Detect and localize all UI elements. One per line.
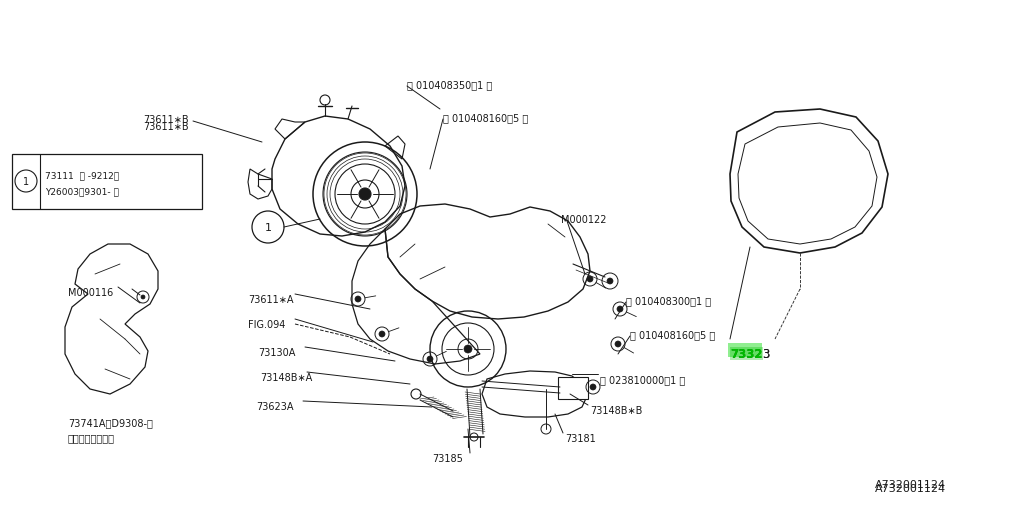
Text: 73611∗A: 73611∗A (248, 294, 294, 304)
Text: 73741A（D9308-）: 73741A（D9308-） (68, 417, 152, 427)
Circle shape (427, 356, 433, 362)
Text: M000116: M000116 (68, 288, 114, 297)
Circle shape (615, 342, 621, 347)
Text: 73130A: 73130A (258, 347, 296, 357)
Circle shape (355, 296, 361, 302)
Circle shape (587, 276, 593, 282)
Circle shape (379, 331, 385, 337)
Text: 7332: 7332 (730, 347, 762, 360)
Circle shape (464, 345, 472, 353)
Text: 73185: 73185 (432, 453, 462, 463)
Circle shape (607, 278, 613, 285)
Text: 73623A: 73623A (256, 401, 294, 411)
Text: 1: 1 (23, 177, 29, 187)
Text: 73148B∗B: 73148B∗B (590, 405, 642, 415)
Text: Ⓑ 010408160（5 ）: Ⓑ 010408160（5 ） (630, 329, 715, 340)
Bar (728, 344, 762, 357)
Text: 7332: 7332 (730, 347, 762, 360)
Text: 73181: 73181 (565, 433, 595, 443)
Text: （エアコン無し）: （エアコン無し） (68, 432, 115, 442)
Circle shape (617, 306, 623, 313)
Bar (558, 377, 588, 399)
Text: 1: 1 (265, 222, 271, 233)
Text: Ⓑ 010408160（5 ）: Ⓑ 010408160（5 ） (443, 113, 528, 123)
Text: Ⓝ 023810000（1 ）: Ⓝ 023810000（1 ） (601, 374, 685, 384)
Text: 73148B∗A: 73148B∗A (260, 372, 312, 382)
Circle shape (590, 384, 596, 390)
Text: Y26003（9301- ）: Y26003（9301- ） (45, 187, 119, 195)
FancyBboxPatch shape (12, 155, 202, 210)
Text: 73611∗B: 73611∗B (143, 122, 188, 132)
Text: Ⓑ 010408300（1 ）: Ⓑ 010408300（1 ） (626, 295, 711, 305)
Circle shape (359, 189, 371, 201)
Text: 73111  （ -9212）: 73111 （ -9212） (45, 171, 119, 180)
Text: Ⓑ 010408350（1 ）: Ⓑ 010408350（1 ） (407, 80, 492, 90)
Text: A732001124: A732001124 (875, 479, 946, 489)
Text: A732001124: A732001124 (875, 483, 946, 493)
Circle shape (141, 295, 145, 299)
Text: M000122: M000122 (561, 215, 607, 224)
Text: 3: 3 (762, 347, 769, 360)
Text: 3: 3 (762, 347, 769, 360)
Text: FIG.094: FIG.094 (248, 319, 285, 329)
Text: 73611∗B: 73611∗B (143, 115, 188, 125)
